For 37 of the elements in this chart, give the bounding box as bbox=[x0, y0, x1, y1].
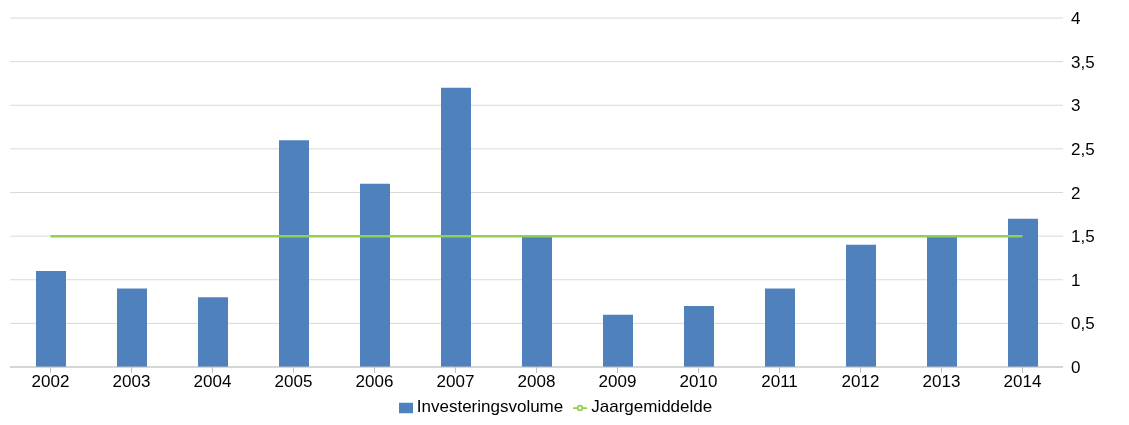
bar bbox=[765, 288, 795, 367]
x-tick-label: 2002 bbox=[31, 372, 70, 392]
y-tick-label: 3 bbox=[1071, 96, 1081, 116]
x-tick-label: 2006 bbox=[355, 372, 394, 392]
x-tick-label: 2007 bbox=[436, 372, 475, 392]
bar bbox=[117, 288, 147, 367]
bar bbox=[603, 314, 633, 367]
x-tick-label: 2005 bbox=[274, 372, 313, 392]
legend-label: Jaargemiddelde bbox=[591, 397, 713, 416]
x-tick-label: 2011 bbox=[761, 372, 798, 392]
y-tick-label: 2 bbox=[1071, 183, 1081, 203]
bar bbox=[279, 140, 309, 367]
bar bbox=[927, 236, 957, 367]
legend-label: Investeringsvolume bbox=[416, 397, 564, 416]
bar bbox=[846, 244, 876, 367]
bar bbox=[198, 297, 228, 367]
x-tick-label: 2004 bbox=[193, 372, 232, 392]
y-tick-label: 1,5 bbox=[1071, 227, 1095, 247]
y-tick-label: 3,5 bbox=[1071, 52, 1095, 72]
x-tick-label: 2013 bbox=[922, 372, 961, 392]
y-tick-label: 1 bbox=[1071, 270, 1081, 290]
bar bbox=[1008, 218, 1038, 367]
x-tick-label: 2009 bbox=[598, 372, 637, 392]
x-tick-label: 2012 bbox=[841, 372, 880, 392]
y-tick-label: 4 bbox=[1071, 9, 1081, 29]
y-tick-label: 2,5 bbox=[1071, 139, 1095, 159]
y-tick-label: 0,5 bbox=[1071, 314, 1095, 334]
bar bbox=[684, 305, 714, 367]
bar bbox=[441, 87, 471, 367]
bar bbox=[36, 271, 66, 367]
x-tick-label: 2014 bbox=[1003, 372, 1042, 392]
x-tick-label: 2008 bbox=[517, 372, 556, 392]
x-tick-label: 2010 bbox=[679, 372, 718, 392]
x-tick-label: 2003 bbox=[112, 372, 151, 392]
bar bbox=[522, 236, 552, 367]
bar bbox=[360, 183, 390, 367]
y-tick-label: 0 bbox=[1071, 358, 1081, 378]
